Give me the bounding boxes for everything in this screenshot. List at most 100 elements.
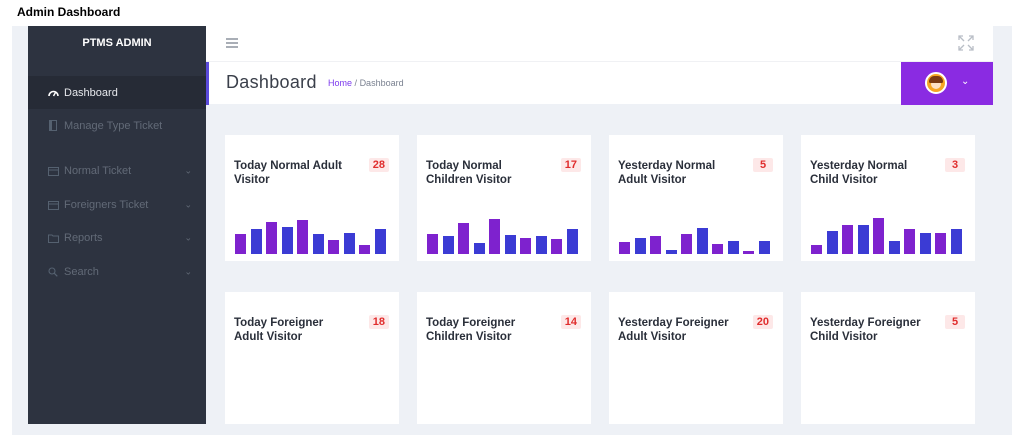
card-title: Yesterday Normal Child Visitor [810,160,908,186]
sidebar-item-manage-type-ticket[interactable]: Manage Type Ticket [28,109,206,143]
stat-card-yesterday-foreigner-child[interactable]: Yesterday Foreigner Child Visitor 5 [801,292,975,424]
page-title: Dashboard [226,72,317,92]
sparkline-bar [328,240,339,254]
card-title: Yesterday Foreigner Child Visitor [810,317,921,343]
sparkline-bar [811,245,822,254]
stat-card-today-normal-children[interactable]: Today Normal Children Visitor 17 [417,135,591,261]
sidebar-item-label: Normal Ticket [64,165,132,178]
sparkline-bar [566,229,578,254]
sparkline-bar [235,234,246,254]
sidebar-item-dashboard[interactable]: Dashboard [28,76,206,109]
sparkline-bar [873,218,884,254]
chevron-down-icon: ⌄ [184,232,192,243]
sparkline-bar [551,239,562,254]
sidebar-item-label: Search [64,265,99,278]
chevron-down-icon: ⌄ [961,76,970,87]
sparkline-bar [250,229,262,254]
sparkline-bar [312,234,324,254]
sidebar-item-label: Reports [64,232,103,245]
sparkline [811,214,962,254]
topbar [206,26,993,61]
sparkline [427,214,578,254]
card-title: Yesterday Normal Adult Visitor [618,160,716,186]
calendar-icon [46,200,60,210]
sparkline-bar [343,233,355,254]
expand-icon[interactable] [957,34,975,52]
sparkline-bar [743,251,754,254]
sparkline-bar [758,241,770,254]
sparkline [619,214,770,254]
chevron-down-icon: ⌄ [184,199,192,210]
chevron-down-icon: ⌄ [184,165,192,176]
stat-card-yesterday-normal-child[interactable]: Yesterday Normal Child Visitor 3 [801,135,975,261]
card-title: Today Normal Children Visitor [426,160,512,186]
count-badge: 5 [753,158,773,172]
stat-card-today-normal-adult[interactable]: Today Normal Adult Visitor 28 [225,135,399,261]
sidebar-item-label: Foreigners Ticket [64,198,149,211]
stat-card-yesterday-normal-adult[interactable]: Yesterday Normal Adult Visitor 5 [609,135,783,261]
count-badge: 3 [945,158,965,172]
stat-card-today-foreigner-adult[interactable]: Today Foreigner Adult Visitor 18 [225,292,399,424]
breadcrumb-separator: / [354,78,358,88]
user-menu-button[interactable]: ⌄ [901,62,993,105]
sparkline-bar [842,225,853,254]
count-badge: 14 [560,315,581,329]
count-badge: 20 [752,315,773,329]
sparkline-bar [520,238,531,254]
sparkline-bar [712,244,723,254]
search-icon [46,267,60,277]
sparkline-bar [857,225,869,254]
sparkline-bar [650,236,661,254]
calendar-icon [46,166,60,177]
sparkline-bar [281,227,293,254]
document-title: Admin Dashboard [17,5,121,19]
sparkline-bar [535,236,547,254]
count-badge: 28 [368,158,389,172]
sparkline-bar [950,229,962,254]
sidebar-item-label: Dashboard [64,86,118,99]
sparkline-bar [935,233,946,254]
sparkline-bar [442,236,454,254]
sparkline-bar [826,231,838,254]
sidebar-item-foreigners-ticket[interactable]: Foreigners Ticket ⌄ [28,188,206,222]
sparkline-bar [696,228,708,254]
sparkline-bar [504,235,516,254]
page-header: Dashboard Home / Dashboard ⌄ [206,61,993,105]
stat-card-today-foreigner-children[interactable]: Today Foreigner Children Visitor 14 [417,292,591,424]
sidebar-nav: Dashboard Manage Type Ticket Normal Tick… [28,76,206,289]
count-badge: 5 [945,315,965,329]
breadcrumb: Home / Dashboard [328,78,404,88]
hamburger-icon[interactable] [226,38,238,50]
sidebar-item-search[interactable]: Search ⌄ [28,255,206,289]
sparkline-bar [427,234,438,254]
sparkline-bar [619,242,630,254]
sparkline-bar [904,229,915,254]
sidebar: PTMS ADMIN Dashboard Manage Type Ticket … [28,26,206,424]
sparkline-bar [297,220,308,254]
chevron-down-icon: ⌄ [184,266,192,277]
card-title: Today Normal Adult Visitor [234,160,342,186]
book-icon [46,120,60,132]
sparkline-bar [919,233,931,254]
sparkline-bar [489,219,500,254]
count-badge: 17 [560,158,581,172]
count-badge: 18 [368,315,389,329]
card-title: Today Foreigner Adult Visitor [234,317,324,343]
sparkline-bar [266,222,277,254]
sparkline-bar [458,223,469,254]
card-title: Today Foreigner Children Visitor [426,317,516,343]
sparkline-bar [473,243,485,254]
stat-card-yesterday-foreigner-adult[interactable]: Yesterday Foreigner Adult Visitor 20 [609,292,783,424]
sparkline-bar [634,238,646,254]
sidebar-item-normal-ticket[interactable]: Normal Ticket ⌄ [28,155,206,189]
card-title: Yesterday Foreigner Adult Visitor [618,317,729,343]
sparkline [235,214,386,254]
breadcrumb-home-link[interactable]: Home [328,78,353,88]
sparkline-bar [727,241,739,254]
brand-title: PTMS ADMIN [82,37,152,49]
gauge-icon [46,89,60,97]
sparkline-bar [374,229,386,254]
sidebar-item-reports[interactable]: Reports ⌄ [28,222,206,256]
sparkline-bar [359,245,370,254]
avatar-icon [925,72,947,94]
